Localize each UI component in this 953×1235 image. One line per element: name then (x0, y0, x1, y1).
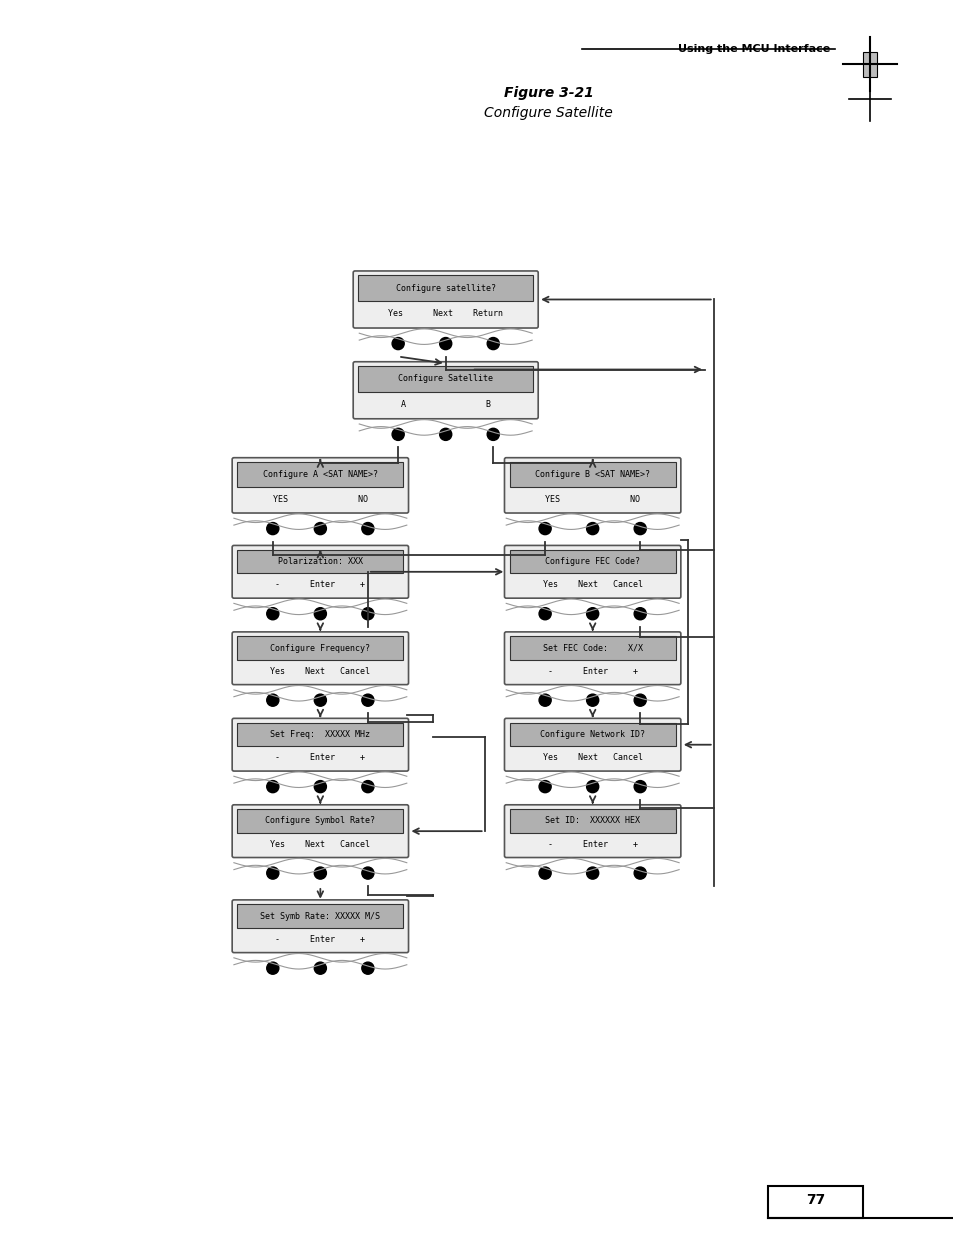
Circle shape (538, 694, 551, 706)
Circle shape (586, 694, 598, 706)
Circle shape (267, 694, 278, 706)
Text: Set Symb Rate: XXXXX M/S: Set Symb Rate: XXXXX M/S (260, 911, 380, 920)
FancyBboxPatch shape (353, 270, 537, 329)
Circle shape (586, 867, 598, 879)
Circle shape (586, 522, 598, 535)
FancyBboxPatch shape (232, 719, 408, 771)
Text: Set Freq:  XXXXX MHz: Set Freq: XXXXX MHz (270, 730, 370, 739)
Circle shape (392, 337, 404, 350)
Circle shape (361, 694, 374, 706)
FancyBboxPatch shape (504, 632, 680, 684)
Text: A                B: A B (400, 400, 490, 409)
Text: Configure satellite?: Configure satellite? (395, 284, 496, 293)
Circle shape (634, 781, 645, 793)
Text: -      Enter     +: - Enter + (275, 580, 365, 589)
Circle shape (361, 867, 374, 879)
Circle shape (314, 694, 326, 706)
Circle shape (538, 781, 551, 793)
Bar (509, 809, 675, 832)
Text: Configure Satellite: Configure Satellite (484, 106, 612, 120)
Circle shape (634, 608, 645, 620)
Circle shape (586, 781, 598, 793)
Text: Configure Network ID?: Configure Network ID? (539, 730, 644, 739)
Text: Configure Frequency?: Configure Frequency? (270, 643, 370, 652)
Text: Configure FEC Code?: Configure FEC Code? (544, 557, 639, 566)
Text: -      Enter     +: - Enter + (547, 667, 637, 676)
Circle shape (314, 867, 326, 879)
Bar (862, 52, 876, 77)
Text: Set FEC Code:    X/X: Set FEC Code: X/X (542, 643, 642, 652)
Text: -      Enter     +: - Enter + (547, 840, 637, 848)
Bar (237, 722, 403, 746)
Circle shape (487, 429, 498, 441)
Bar (237, 462, 403, 487)
Text: Yes    Next   Cancel: Yes Next Cancel (542, 753, 642, 762)
Bar (509, 636, 675, 659)
Circle shape (634, 522, 645, 535)
Circle shape (267, 962, 278, 974)
Text: Yes      Next    Return: Yes Next Return (388, 309, 502, 319)
Circle shape (538, 608, 551, 620)
FancyBboxPatch shape (504, 458, 680, 513)
Text: Configure Satellite: Configure Satellite (397, 374, 493, 383)
Circle shape (267, 781, 278, 793)
Text: 77: 77 (805, 1193, 824, 1208)
Text: Polarization: XXX: Polarization: XXX (277, 557, 362, 566)
Circle shape (538, 867, 551, 879)
FancyBboxPatch shape (504, 546, 680, 598)
Circle shape (487, 337, 498, 350)
Text: YES              NO: YES NO (544, 494, 639, 504)
Circle shape (361, 962, 374, 974)
FancyBboxPatch shape (504, 805, 680, 857)
Text: Configure Symbol Rate?: Configure Symbol Rate? (265, 816, 375, 825)
FancyBboxPatch shape (232, 900, 408, 952)
Circle shape (314, 962, 326, 974)
Circle shape (314, 781, 326, 793)
Text: Figure 3-21: Figure 3-21 (503, 86, 593, 100)
Circle shape (314, 608, 326, 620)
FancyBboxPatch shape (767, 1186, 862, 1218)
Circle shape (439, 429, 452, 441)
Circle shape (538, 522, 551, 535)
Text: Yes    Next   Cancel: Yes Next Cancel (270, 840, 370, 848)
Circle shape (314, 522, 326, 535)
Text: Set ID:  XXXXXX HEX: Set ID: XXXXXX HEX (544, 816, 639, 825)
Circle shape (267, 608, 278, 620)
FancyBboxPatch shape (232, 458, 408, 513)
Bar (509, 722, 675, 746)
Text: Using the MCU Interface: Using the MCU Interface (677, 44, 829, 54)
FancyBboxPatch shape (232, 632, 408, 684)
Text: Configure B <SAT NAME>?: Configure B <SAT NAME>? (535, 471, 650, 479)
FancyBboxPatch shape (232, 805, 408, 857)
Bar (237, 809, 403, 832)
Circle shape (634, 867, 645, 879)
Circle shape (361, 522, 374, 535)
Circle shape (267, 867, 278, 879)
Text: Yes    Next   Cancel: Yes Next Cancel (270, 667, 370, 676)
Circle shape (634, 694, 645, 706)
Text: -      Enter     +: - Enter + (275, 935, 365, 944)
FancyBboxPatch shape (353, 362, 537, 419)
Bar (237, 904, 403, 927)
Circle shape (392, 429, 404, 441)
Circle shape (439, 337, 452, 350)
Circle shape (267, 522, 278, 535)
Bar (237, 636, 403, 659)
Circle shape (586, 608, 598, 620)
Bar (358, 275, 533, 301)
Bar (237, 550, 403, 573)
FancyBboxPatch shape (232, 546, 408, 598)
Bar (358, 366, 533, 391)
Bar (509, 462, 675, 487)
Text: -      Enter     +: - Enter + (275, 753, 365, 762)
Text: YES              NO: YES NO (273, 494, 368, 504)
Text: Configure A <SAT NAME>?: Configure A <SAT NAME>? (263, 471, 377, 479)
Text: Yes    Next   Cancel: Yes Next Cancel (542, 580, 642, 589)
Circle shape (361, 781, 374, 793)
Circle shape (361, 608, 374, 620)
FancyBboxPatch shape (504, 719, 680, 771)
Bar (509, 550, 675, 573)
